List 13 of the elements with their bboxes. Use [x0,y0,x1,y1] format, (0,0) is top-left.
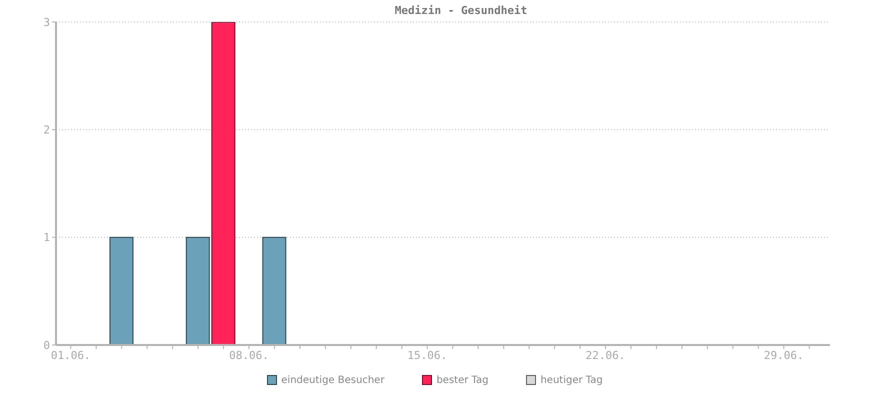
y-tick-label: 2 [43,124,50,137]
y-tick-label: 0 [43,338,50,352]
y-tick-label: 3 [43,16,50,29]
x-tick-label: 08.06. [229,348,269,362]
legend-label: heutiger Tag [540,374,603,386]
x-tick-label: 01.06. [50,348,91,362]
legend-label: bester Tag [436,374,488,386]
chart-title: Medizin - Gesundheit [394,4,528,17]
x-tick-label: 22.06. [586,348,626,362]
x-tick-label: 29.06. [764,348,804,362]
y-tick-label: 1 [43,231,50,244]
x-tick-label: 15.06. [407,348,448,362]
legend-label: eindeutige Besucher [281,374,384,386]
